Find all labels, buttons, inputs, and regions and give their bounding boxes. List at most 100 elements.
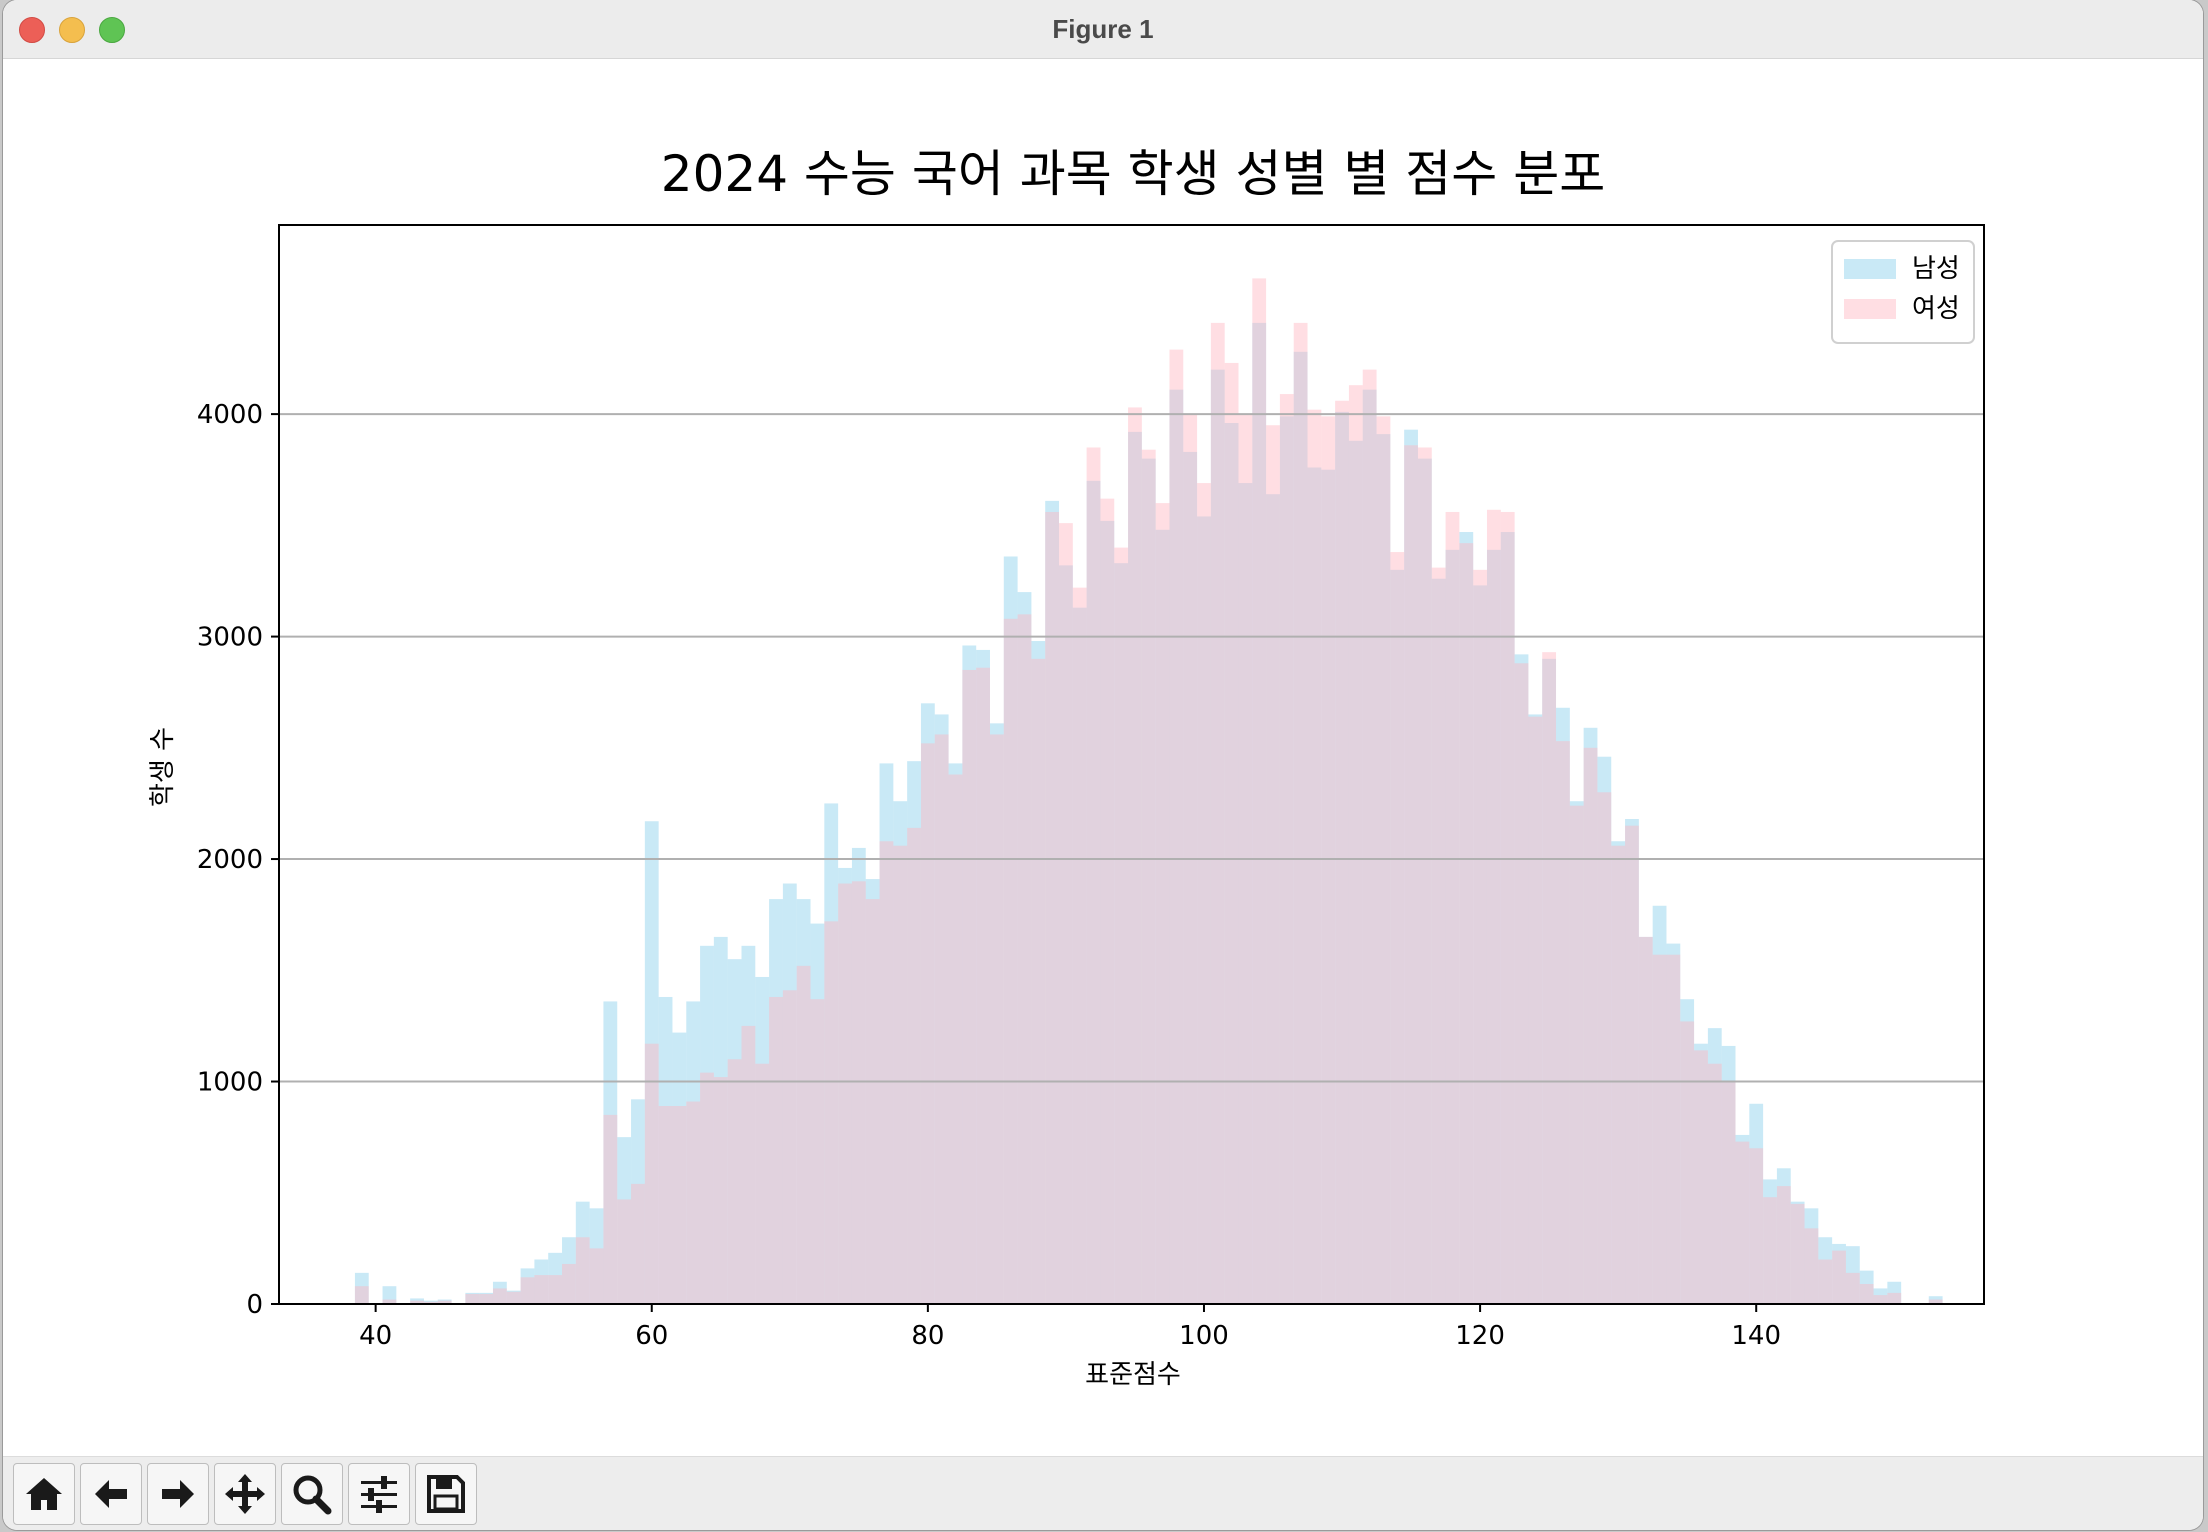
bar-series-2 <box>1694 1050 1708 1304</box>
plot-frame <box>278 224 1985 1305</box>
bar-series-1 <box>686 1001 701 1304</box>
bar-series-1 <box>1528 714 1543 1304</box>
bar-series-1 <box>1542 658 1557 1304</box>
bar-series-2 <box>1459 543 1474 1304</box>
legend-box <box>1831 240 1975 344</box>
bar-series-2 <box>1210 322 1225 1304</box>
bar-series-2 <box>1114 547 1129 1304</box>
bar-series-1 <box>989 723 1004 1304</box>
bar-series-1 <box>631 1099 645 1304</box>
bar-series-1 <box>700 945 714 1304</box>
bar-series-2 <box>534 1275 549 1304</box>
bar-series-2 <box>1100 498 1115 1304</box>
bar-series-2 <box>1790 1203 1805 1304</box>
bar-series-1 <box>382 1286 397 1304</box>
home-button[interactable] <box>13 1463 75 1525</box>
bar-series-1 <box>1252 322 1267 1304</box>
bar-series-1 <box>603 1001 618 1304</box>
save-button[interactable] <box>415 1463 477 1525</box>
save-floppy-icon <box>427 1475 465 1513</box>
bar-series-2 <box>672 1105 687 1304</box>
bar-series-1 <box>410 1298 424 1304</box>
bar-series-1 <box>1680 999 1695 1304</box>
bar-series-1 <box>1155 529 1170 1304</box>
bar-series-1 <box>1790 1201 1805 1304</box>
bar-series-1 <box>465 1292 480 1304</box>
bar-series-2 <box>920 743 935 1304</box>
bar-series-1 <box>1873 1288 1888 1304</box>
bar-series-2 <box>838 883 852 1304</box>
bar-series-1 <box>907 761 921 1304</box>
bar-series-2 <box>465 1293 480 1304</box>
bar-series-2 <box>1680 1021 1695 1304</box>
bar-series-2 <box>1431 567 1446 1304</box>
bar-series-1 <box>1459 532 1474 1304</box>
bar-series-1 <box>1376 434 1391 1305</box>
bar-series-2 <box>1348 385 1363 1304</box>
bar-series-2 <box>727 1059 742 1304</box>
bar-series-1 <box>1045 500 1060 1304</box>
y-tick-label: 0 <box>246 1290 263 1320</box>
maximize-window-button[interactable] <box>99 17 125 43</box>
legend-swatch-2 <box>1844 299 1896 319</box>
bar-series-2 <box>410 1300 424 1304</box>
bar-series-1 <box>1625 819 1639 1304</box>
bar-series-2 <box>713 1077 728 1304</box>
zoom-button[interactable] <box>281 1463 343 1525</box>
bar-series-1 <box>879 763 894 1304</box>
bar-series-1 <box>672 1032 687 1304</box>
minimize-window-button[interactable] <box>59 17 85 43</box>
bar-series-1 <box>920 703 935 1304</box>
bar-series-1 <box>1390 569 1405 1304</box>
bar-series-1 <box>976 649 990 1304</box>
bar-series-2 <box>1500 511 1515 1304</box>
bar-series-2 <box>1390 552 1405 1304</box>
bar-series-2 <box>1625 825 1639 1304</box>
bar-series-1 <box>1017 592 1032 1304</box>
bar-series-1 <box>1473 585 1487 1304</box>
pan-move-icon <box>225 1474 265 1514</box>
bar-series-1 <box>479 1292 493 1304</box>
bar-series-2 <box>1197 483 1211 1305</box>
bar-series-2 <box>782 990 797 1304</box>
configure-subplots-button[interactable] <box>348 1463 410 1525</box>
bar-series-1 <box>1707 1028 1722 1304</box>
bar-series-1 <box>423 1300 438 1304</box>
bar-series-2 <box>810 999 825 1304</box>
bar-series-2 <box>1155 503 1170 1304</box>
bar-series-1 <box>354 1272 369 1304</box>
bar-series-2 <box>1321 416 1336 1304</box>
y-axis-label: 학생 수 <box>148 727 178 807</box>
bar-series-2 <box>617 1199 632 1304</box>
bar-series-1 <box>1197 516 1211 1304</box>
x-tick-label: 40 <box>359 1321 392 1351</box>
back-button[interactable] <box>80 1463 142 1525</box>
bar-series-2 <box>1652 954 1667 1304</box>
figure-window: Figure 1 40 60 80 100 120 140 0 1000 2000 3000 400… <box>3 0 2203 1530</box>
bar-series-2 <box>1252 278 1267 1304</box>
bar-series-2 <box>907 827 921 1304</box>
bar-series-2 <box>520 1277 535 1304</box>
bar-series-2 <box>423 1301 438 1304</box>
bar-series-2 <box>1928 1299 1943 1304</box>
bar-series-1 <box>1845 1246 1860 1304</box>
bar-series-2 <box>1376 416 1391 1304</box>
bar-series-2 <box>437 1300 452 1304</box>
bar-series-2 <box>631 1183 645 1304</box>
bar-series-1 <box>1859 1270 1874 1304</box>
bar-series-2 <box>658 1105 673 1304</box>
bar-series-1 <box>1721 1045 1736 1304</box>
bar-series-1 <box>1887 1281 1902 1304</box>
bar-series-1 <box>520 1268 535 1304</box>
bar-series-1 <box>1832 1243 1846 1304</box>
bar-series-1 <box>548 1252 563 1304</box>
bar-series-2 <box>1279 394 1294 1304</box>
bar-series-2 <box>1666 954 1681 1304</box>
close-window-button[interactable] <box>19 17 45 43</box>
pan-button[interactable] <box>214 1463 276 1525</box>
bar-series-2 <box>479 1293 493 1304</box>
bar-series-1 <box>1763 1179 1777 1304</box>
bar-series-2 <box>1059 523 1073 1304</box>
forward-button[interactable] <box>147 1463 209 1525</box>
